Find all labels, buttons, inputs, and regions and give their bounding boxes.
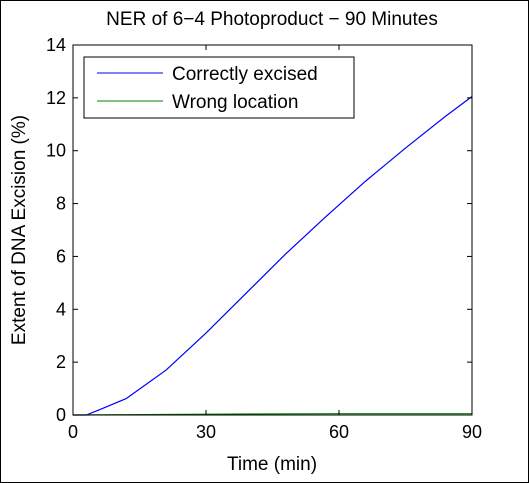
y-tick-label: 14 <box>46 35 66 55</box>
series-layer <box>72 96 473 416</box>
x-tick-label: 30 <box>196 422 216 442</box>
y-tick-label: 10 <box>46 141 66 161</box>
chart-title: NER of 6−4 Photoproduct − 90 Minutes <box>106 9 438 30</box>
x-axis-label: Time (min) <box>227 454 317 475</box>
y-tick-label: 4 <box>56 299 66 319</box>
plot-area <box>72 44 473 416</box>
y-tick-label: 8 <box>56 194 66 214</box>
legend: Correctly excised Wrong location <box>83 56 355 119</box>
y-tick-label: 6 <box>56 246 66 266</box>
y-tick-label: 0 <box>56 405 66 425</box>
x-tick-label: 60 <box>329 422 349 442</box>
legend-entry-wrong-location: Wrong location <box>172 92 298 113</box>
y-axis-label: Extent of DNA Excision (%) <box>9 115 30 345</box>
legend-box <box>83 56 355 119</box>
series-line-correctly-excised <box>73 96 473 416</box>
x-tick-label: 90 <box>462 422 482 442</box>
y-tick-label: 2 <box>56 352 66 372</box>
legend-entry-correctly-excised: Correctly excised <box>172 64 318 85</box>
axis-ticks: 0 30 60 90 0 2 4 6 8 10 12 14 <box>46 35 482 442</box>
y-tick-label: 12 <box>46 88 66 108</box>
x-tick-label: 0 <box>68 422 78 442</box>
